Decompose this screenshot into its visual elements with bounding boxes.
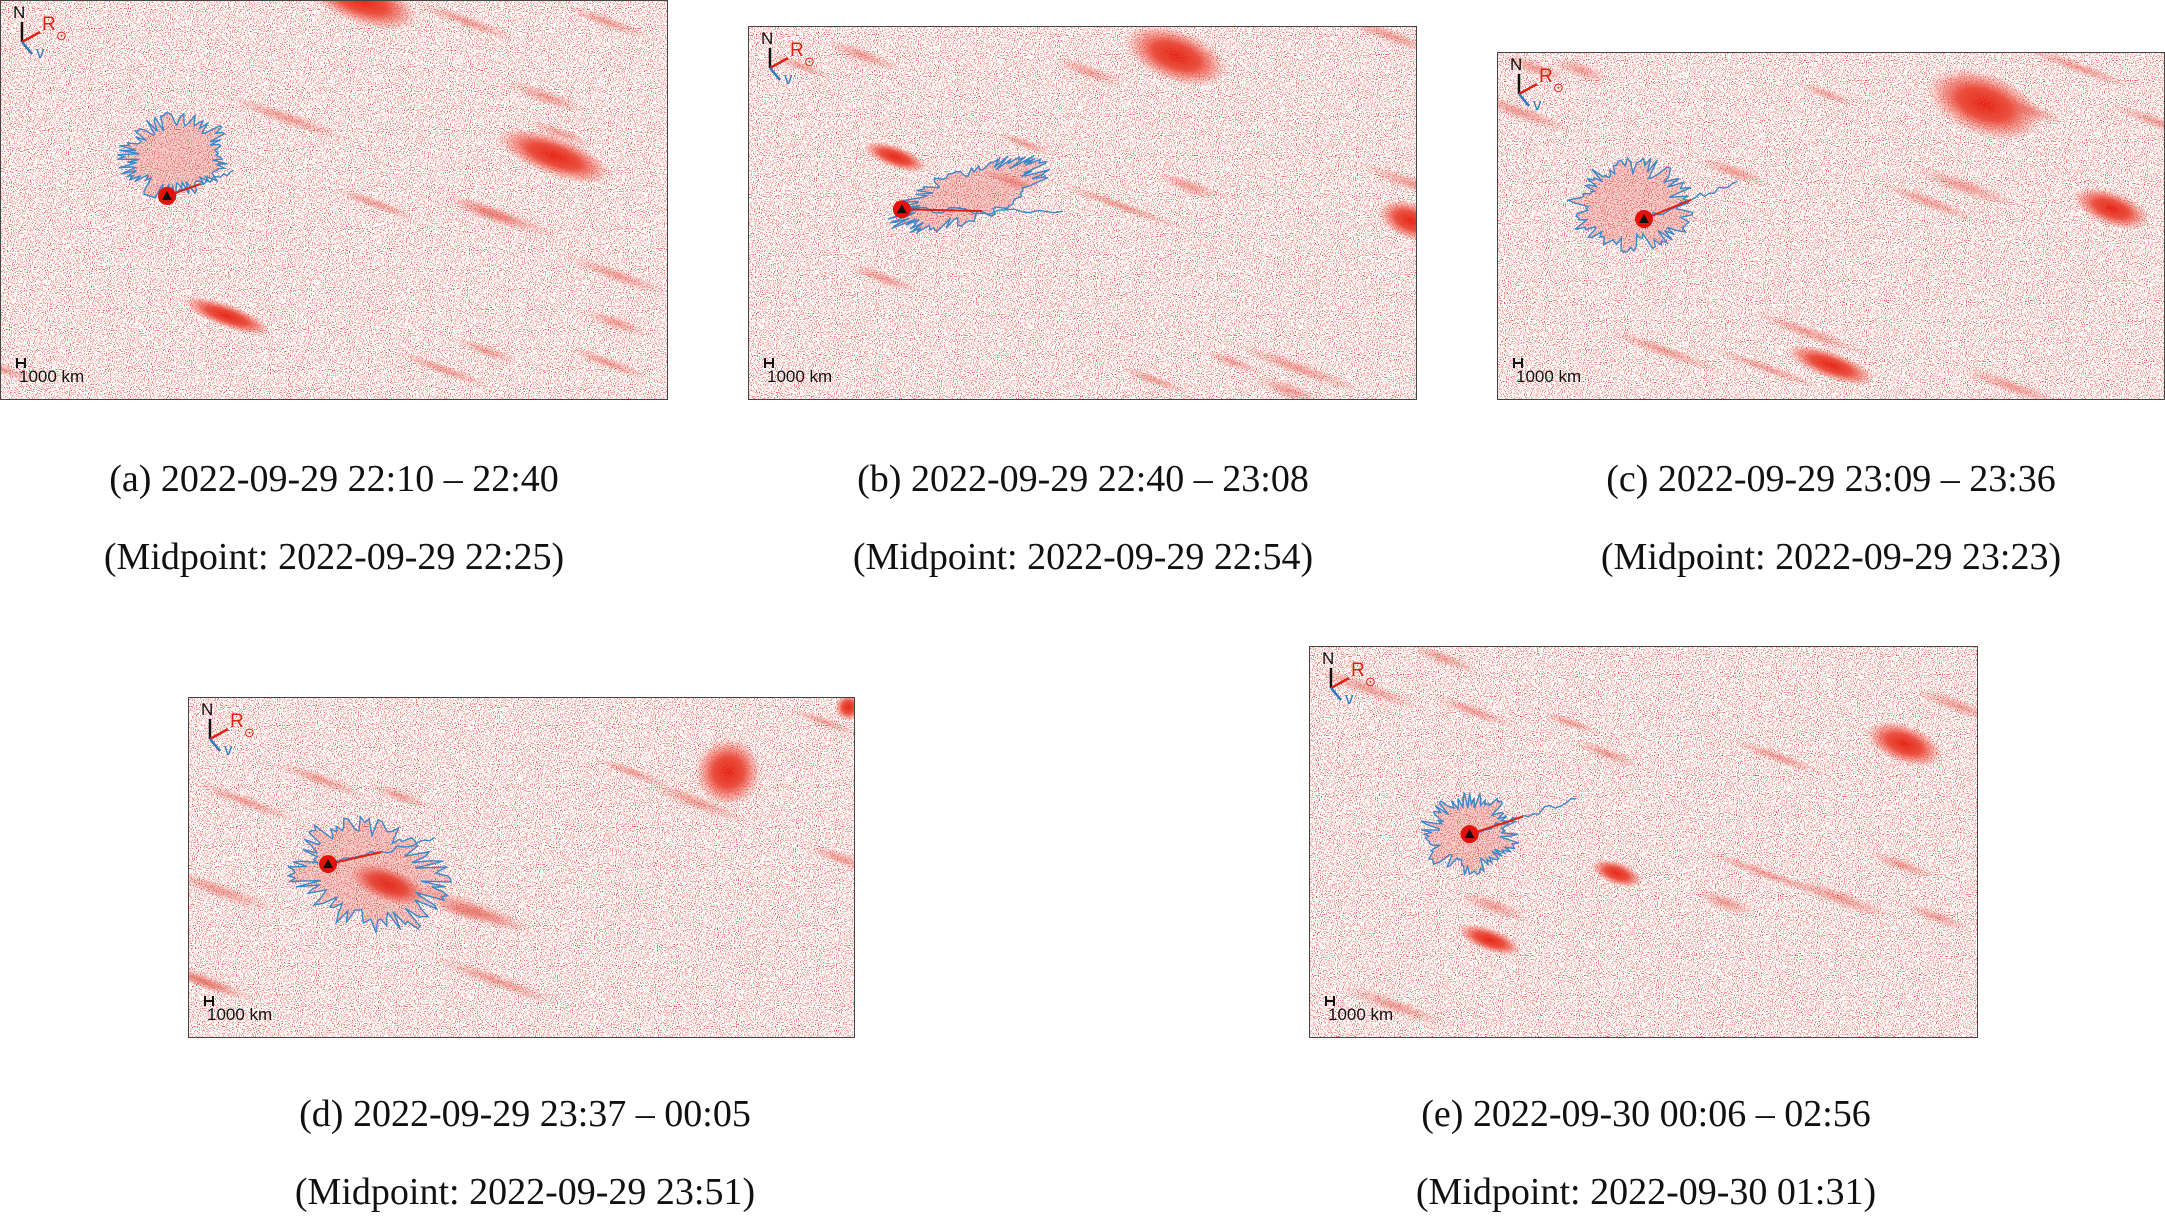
compass-velocity — [21, 41, 33, 55]
compass-velocity — [1330, 687, 1342, 701]
speckle-noise — [748, 26, 1417, 400]
subfigure-caption: (a) 2022-09-29 22:10 – 22:40 — [109, 458, 559, 500]
nucleus — [1638, 214, 1649, 224]
panel-image: NR⊙ v 1000 km — [1497, 52, 2165, 400]
compass-velocity-label: v — [1533, 95, 1542, 114]
comet-tail-axis — [1469, 815, 1524, 836]
comet-tail-contour — [327, 836, 436, 865]
image-frame — [188, 697, 855, 1038]
comet-coma — [1566, 156, 1694, 253]
compass-sun-label: R — [1539, 66, 1553, 87]
compass-velocity-label: v — [784, 69, 793, 88]
midpoint-caption: (Midpoint: 2022-09-29 22:25) — [103, 536, 565, 578]
speckle-noise — [1309, 646, 1978, 1038]
compass-velocity-label: v — [224, 740, 233, 759]
compass-north-label: N — [201, 700, 213, 719]
comet-coma — [887, 155, 1051, 234]
scale-bar — [16, 358, 26, 368]
subfigure-caption: (b) 2022-09-29 22:40 – 23:08 — [857, 458, 1309, 500]
panel-image: NR⊙ v 1000 km — [1309, 646, 1978, 1038]
compass-sun — [21, 30, 41, 44]
comet-tail-axis — [901, 208, 983, 213]
compass-sun — [769, 56, 789, 70]
compass-sun — [209, 727, 229, 741]
panel-image: NR⊙ v 1000 km — [188, 697, 855, 1038]
nucleus — [162, 191, 172, 200]
scale-label: 1000 km — [19, 367, 84, 386]
scale-bar — [1325, 996, 1335, 1006]
image-frame — [0, 0, 668, 400]
compass-north-label: N — [1322, 649, 1334, 668]
compass-sun-symbol: ⊙ — [244, 725, 255, 740]
midpoint-caption: (Midpoint: 2022-09-29 23:23) — [1600, 536, 2062, 578]
subfigure-caption: (d) 2022-09-29 23:37 – 00:05 — [299, 1093, 751, 1135]
compass-velocity-label: v — [1345, 689, 1354, 708]
image-frame — [1309, 646, 1978, 1038]
compass-sun-label: R — [1351, 660, 1365, 681]
comet-tail-axis — [327, 851, 382, 866]
compass-sun-symbol: ⊙ — [1365, 674, 1376, 689]
compass-sun-symbol: ⊙ — [56, 28, 67, 43]
compass-north-label: N — [761, 29, 773, 48]
compass-north-label: N — [13, 3, 25, 22]
subfigure-caption: (c) 2022-09-29 23:09 – 23:36 — [1606, 458, 2056, 500]
compass-velocity — [1518, 93, 1530, 107]
scale-label: 1000 km — [1328, 1005, 1393, 1024]
speckle-noise — [0, 0, 668, 400]
scale-label: 1000 km — [207, 1005, 272, 1024]
compass-sun — [1330, 676, 1350, 690]
panel-image: NR⊙ v 1000 km — [0, 0, 668, 400]
midpoint-caption: (Midpoint: 2022-09-29 22:54) — [852, 536, 1314, 578]
compass-sun-label: R — [42, 14, 56, 35]
scale-bar — [764, 358, 774, 368]
nucleus — [896, 204, 907, 214]
nucleus — [1464, 829, 1475, 839]
scale-label: 1000 km — [767, 367, 832, 386]
nucleus — [323, 859, 334, 869]
speckle-noise — [1497, 52, 2165, 400]
midpoint-caption: (Midpoint: 2022-09-30 01:31) — [1415, 1171, 1877, 1213]
image-frame — [748, 26, 1417, 400]
compass-sun — [1518, 82, 1538, 96]
compass-sun-symbol: ⊙ — [804, 54, 815, 69]
scale-bar — [204, 996, 214, 1006]
comet-tail-contour — [1469, 797, 1577, 836]
panel-image: NR⊙ v 1000 km — [748, 26, 1417, 400]
compass-sun-label: R — [230, 711, 244, 732]
subfigure-caption: (e) 2022-09-30 00:06 – 02:56 — [1421, 1093, 1871, 1135]
compass-sun-label: R — [790, 40, 804, 61]
scale-bar — [1513, 358, 1523, 368]
scale-label: 1000 km — [1516, 367, 1581, 386]
compass-north-label: N — [1510, 55, 1522, 74]
compass-velocity — [209, 738, 221, 752]
speckle-noise — [188, 697, 855, 1038]
compass-sun-symbol: ⊙ — [1553, 80, 1564, 95]
comet-coma — [117, 112, 228, 201]
midpoint-caption: (Midpoint: 2022-09-29 23:51) — [294, 1171, 756, 1213]
compass-velocity-label: v — [36, 43, 45, 62]
compass-velocity — [769, 67, 781, 81]
